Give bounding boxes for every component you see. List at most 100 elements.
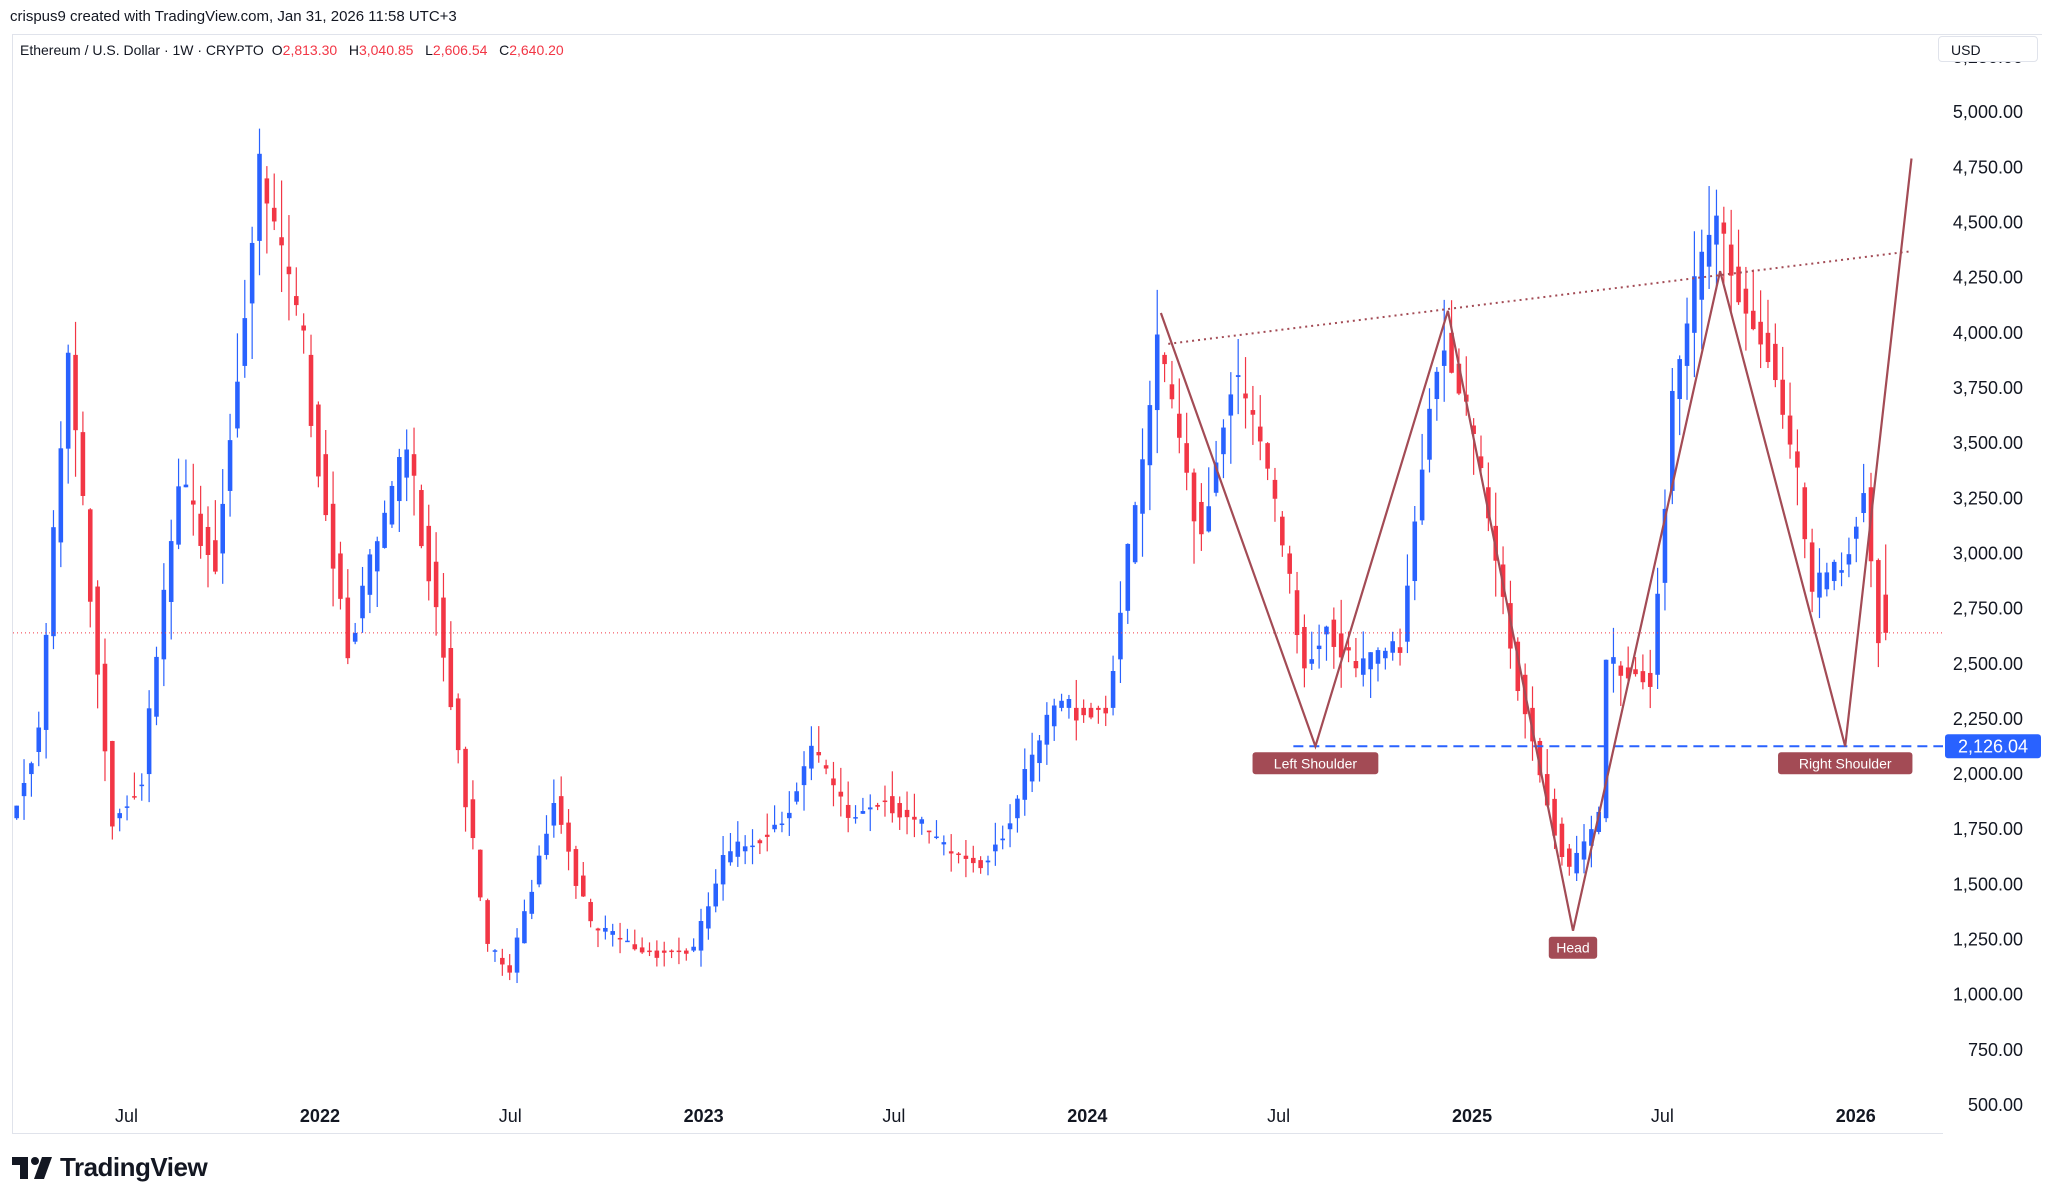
- candle-body: [985, 860, 991, 863]
- candle: [51, 510, 56, 650]
- x-tick-label: Jul: [499, 1106, 522, 1126]
- candle: [14, 805, 19, 820]
- candle-body: [698, 921, 704, 951]
- candle-body: [249, 242, 255, 304]
- candle-body: [1294, 590, 1300, 636]
- candle-body: [1287, 553, 1292, 574]
- candle: [904, 791, 910, 835]
- candle: [1618, 661, 1624, 707]
- candle-body: [279, 237, 284, 246]
- candle-body: [1839, 570, 1844, 573]
- candle: [706, 892, 711, 940]
- candle: [257, 128, 262, 276]
- candle: [853, 805, 858, 824]
- candle: [242, 279, 248, 378]
- currency-selector[interactable]: USD: [1938, 36, 2038, 62]
- chart-pane[interactable]: 500.00 750.00 1,000.00 1,250.00 1,500.00 1,75…: [12, 34, 2043, 1135]
- candle-body: [750, 845, 755, 848]
- candle: [500, 948, 505, 976]
- candle-body: [1397, 647, 1403, 653]
- candle-body: [441, 597, 446, 658]
- candle-body: [470, 799, 476, 839]
- candle-body: [853, 817, 858, 819]
- candle-body: [742, 846, 748, 852]
- candle-body: [51, 527, 56, 637]
- candle-body: [1103, 707, 1109, 714]
- candle: [1331, 607, 1337, 669]
- candle: [1044, 702, 1050, 765]
- candle-body: [1750, 310, 1756, 330]
- candle-body: [1125, 543, 1131, 611]
- candle: [963, 839, 969, 878]
- open-value: 2,813.30: [282, 42, 338, 58]
- candle-body: [934, 836, 939, 839]
- candle: [669, 949, 674, 959]
- close-label: C: [499, 42, 510, 58]
- candle-body: [1007, 823, 1013, 830]
- candle-body: [1714, 215, 1719, 245]
- candle: [1272, 467, 1278, 522]
- symbol-title[interactable]: Ethereum / U.S. Dollar · 1W · CRYPTO: [20, 42, 264, 58]
- candle: [330, 471, 336, 607]
- candle-body: [213, 540, 218, 572]
- pattern-label: Right Shoulder: [1778, 752, 1913, 775]
- candle: [507, 954, 512, 981]
- candle-body: [838, 791, 844, 797]
- ohlc-readout: O2,813.30 H3,040.85 L2,606.54 C2,640.20: [272, 42, 564, 58]
- candle: [352, 622, 358, 645]
- price-chart[interactable]: 500.00 750.00 1,000.00 1,250.00 1,500.00 1,75…: [13, 35, 2043, 1135]
- candle-body: [1383, 650, 1388, 659]
- candle: [1353, 637, 1359, 678]
- candle: [728, 833, 733, 866]
- candle-body: [1677, 359, 1682, 400]
- candle: [536, 845, 542, 888]
- candle-body: [1110, 670, 1116, 708]
- candle: [757, 838, 763, 855]
- candle: [838, 767, 844, 817]
- x-tick-label: 2024: [1067, 1106, 1107, 1126]
- candle: [1132, 501, 1138, 565]
- candle-body: [1441, 350, 1447, 366]
- candle-body: [176, 486, 181, 545]
- y-tick-label: 3,750.00: [1953, 378, 2023, 398]
- tradingview-logo[interactable]: TradingView: [12, 1152, 208, 1183]
- pattern-zigzag: [1159, 158, 1913, 931]
- candle: [1037, 735, 1042, 782]
- candle: [1802, 482, 1808, 559]
- candle-body: [1515, 641, 1521, 692]
- candle-body: [956, 853, 961, 855]
- candle-body: [21, 782, 27, 797]
- candle: [1397, 628, 1403, 666]
- candle-body: [146, 708, 152, 775]
- candle-body: [316, 404, 321, 477]
- candle: [779, 811, 785, 833]
- candle-body: [867, 807, 873, 810]
- candle-body: [323, 454, 329, 516]
- candle: [610, 923, 615, 947]
- candle: [1721, 206, 1727, 286]
- candle: [816, 726, 822, 763]
- candle-body: [29, 763, 34, 775]
- candle-body: [522, 911, 527, 944]
- candle-body: [154, 656, 159, 717]
- candle-body: [448, 648, 454, 708]
- candle: [1390, 631, 1395, 661]
- high-value: 3,040.85: [358, 42, 414, 58]
- candle: [676, 937, 682, 965]
- candle: [492, 949, 498, 962]
- candle: [1706, 186, 1712, 290]
- candle-body: [507, 965, 512, 973]
- candle-body: [1162, 354, 1167, 365]
- candle-body: [1692, 276, 1697, 333]
- pattern-label-text: Left Shoulder: [1274, 755, 1358, 771]
- candle: [1765, 299, 1771, 369]
- candle-body: [1780, 379, 1785, 415]
- candle: [1302, 614, 1307, 688]
- candle: [794, 782, 799, 805]
- candle: [87, 508, 93, 628]
- candle-body: [242, 318, 248, 366]
- candle: [1449, 300, 1454, 374]
- candle-body: [1773, 343, 1778, 381]
- candle: [1758, 290, 1763, 369]
- created-by-caption: crispus9 created with TradingView.com, J…: [10, 8, 457, 25]
